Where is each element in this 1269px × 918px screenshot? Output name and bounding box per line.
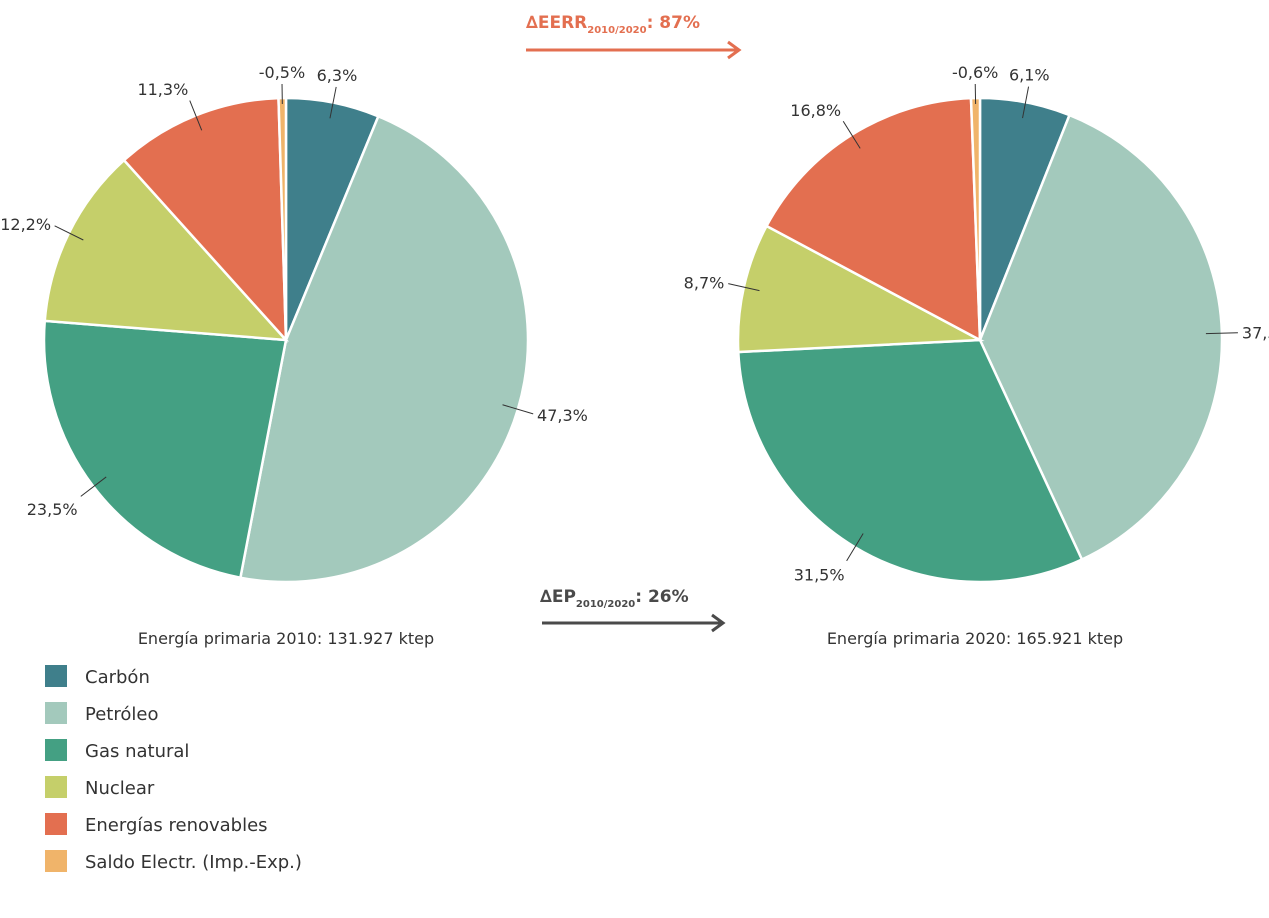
legend-swatch-renovables <box>45 813 67 835</box>
pct-label-2020-saldo-electr-imp-exp: -0,6% <box>952 63 998 82</box>
leader-line-2020-petroleo <box>1205 332 1238 335</box>
legend-label-gas-natural: Gas natural <box>85 741 189 762</box>
legend: Carbón Petróleo Gas natural Nuclear Ener… <box>45 665 302 873</box>
leader-line-2010-petroleo <box>502 404 534 415</box>
pct-label-2020-carbon: 6,1% <box>1009 66 1050 85</box>
leader-line-2020-nuclear <box>728 283 760 292</box>
delta-ep-label: ∆EP2010/2020: 26% <box>540 587 689 610</box>
legend-swatch-carbon <box>45 665 67 687</box>
leader-line-2020-gas-natural <box>846 533 864 562</box>
leader-line-2020-energias-renovables <box>842 120 861 149</box>
leader-line-2010-carbon <box>329 86 337 119</box>
pie-chart-2020: 6,1% 37,5% 31,5% 8,7% 16,8% -0,6% <box>684 63 1269 584</box>
pct-label-2010-petroleo: 47,3% <box>537 406 588 425</box>
leader-line-2010-nuclear <box>54 225 84 241</box>
legend-label-carbon: Carbón <box>85 667 150 688</box>
pct-label-2020-petroleo: 37,5% <box>1242 324 1269 343</box>
pct-label-2020-energias-renovables: 16,8% <box>790 101 841 120</box>
leader-line-2010-energias-renovables <box>189 100 203 131</box>
pct-label-2010-nuclear: 12,2% <box>0 215 51 234</box>
caption-2020: Energía primaria 2020: 165.921 ktep <box>827 629 1123 648</box>
delta-eerr-label: ∆EERR2010/2020: 87% <box>526 13 700 36</box>
legend-swatch-petroleo <box>45 702 67 724</box>
pct-label-2010-energias-renovables: 11,3% <box>137 80 188 99</box>
delta-eerr-arrow <box>526 40 742 60</box>
pct-label-2010-gas-natural: 23,5% <box>27 500 78 519</box>
legend-swatch-gas-natural <box>45 739 67 761</box>
legend-label-renovables: Energías renovables <box>85 815 268 836</box>
legend-label-saldo-electr: Saldo Electr. (Imp.-Exp.) <box>85 852 302 873</box>
delta-ep-arrow <box>542 613 726 633</box>
legend-label-nuclear: Nuclear <box>85 778 155 799</box>
leader-line-2010-gas-natural <box>80 476 107 497</box>
pct-label-2020-gas-natural: 31,5% <box>794 565 845 584</box>
pct-label-2010-carbon: 6,3% <box>317 66 358 85</box>
caption-2010: Energía primaria 2010: 131.927 ktep <box>138 629 434 648</box>
pct-label-2020-nuclear: 8,7% <box>684 274 725 293</box>
legend-swatch-saldo-electr <box>45 850 67 872</box>
pie-chart-2010: 6,3% 47,3% 23,5% 12,2% 11,3% -0,5% <box>0 63 588 584</box>
legend-swatch-nuclear <box>45 776 67 798</box>
pct-label-2010-saldo-electr-imp-exp: -0,5% <box>259 63 305 82</box>
legend-label-petroleo: Petróleo <box>85 704 158 725</box>
leader-line-2020-carbon <box>1022 86 1030 119</box>
